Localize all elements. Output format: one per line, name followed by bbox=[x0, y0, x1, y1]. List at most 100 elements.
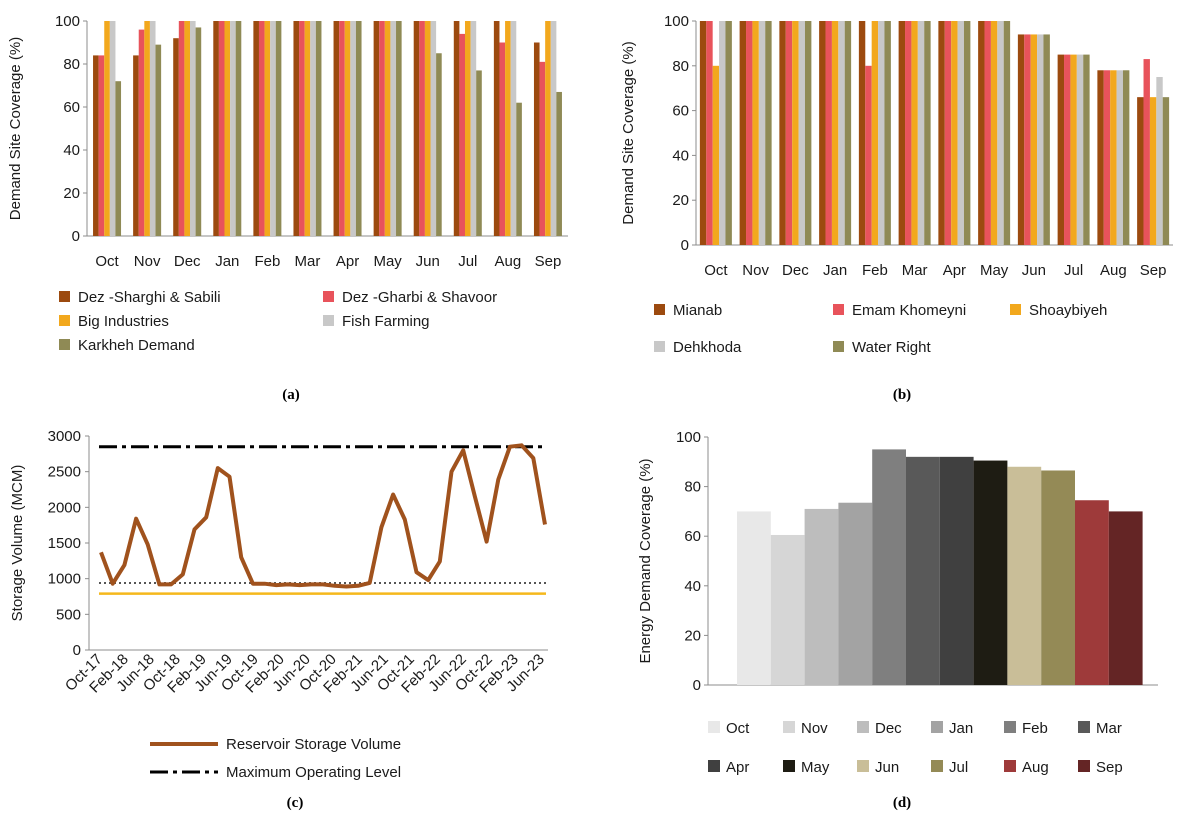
bar-may-series-2 bbox=[990, 21, 998, 245]
bar-oct-series-0 bbox=[93, 55, 99, 237]
legend-swatch-apr bbox=[708, 760, 720, 772]
y-tick-label: 500 bbox=[56, 606, 81, 623]
bar-nov-series-2 bbox=[752, 21, 759, 245]
bar-sep-series-4 bbox=[556, 91, 562, 236]
y-tick-label: 80 bbox=[63, 56, 80, 73]
legend-label-nov: Nov bbox=[801, 720, 828, 737]
bar-dec-series-1 bbox=[178, 21, 185, 236]
bar-may-series-0 bbox=[978, 21, 985, 245]
bar-jun-series-0 bbox=[413, 21, 420, 236]
bar-mar-series-4 bbox=[315, 21, 322, 236]
bar-nov-series-2 bbox=[144, 21, 150, 236]
bar-mar-series-4 bbox=[924, 21, 931, 245]
legend-swatch-jul bbox=[931, 760, 943, 772]
bar-jul-series-2 bbox=[1070, 54, 1077, 245]
bar-aug-series-2 bbox=[1110, 70, 1117, 245]
legend-swatch-2 bbox=[1010, 304, 1021, 315]
x-tick-label: Oct bbox=[704, 262, 728, 279]
bar-may-series-1 bbox=[379, 21, 385, 236]
bar-oct bbox=[737, 511, 771, 685]
bar-jan-series-3 bbox=[838, 21, 845, 245]
bar-jan bbox=[838, 502, 873, 685]
series-reservoir-storage-volume bbox=[99, 443, 547, 589]
x-tick-label: Apr bbox=[943, 262, 966, 279]
bar-feb-series-4 bbox=[275, 21, 282, 236]
legend-label-2: Big Industries bbox=[78, 313, 169, 330]
y-tick-label: 80 bbox=[684, 479, 701, 496]
bar-jul-series-4 bbox=[476, 70, 482, 236]
x-tick-label: Oct bbox=[95, 253, 119, 270]
bar-nov-series-4 bbox=[765, 21, 772, 245]
y-tick-label: 40 bbox=[672, 147, 689, 164]
bar-jan-series-2 bbox=[224, 21, 231, 236]
y-tick-label: 0 bbox=[681, 237, 689, 254]
x-tick-label: Jan bbox=[215, 253, 239, 270]
bar-oct-series-3 bbox=[109, 21, 116, 236]
bar-aug bbox=[1075, 500, 1109, 685]
bar-sep-series-3 bbox=[550, 21, 557, 236]
y-tick-label: 2000 bbox=[48, 499, 81, 516]
bar-sep-series-4 bbox=[1162, 97, 1170, 245]
bar-mar-series-1 bbox=[299, 21, 305, 236]
bar-jul-series-4 bbox=[1083, 54, 1090, 245]
bar-jun-series-2 bbox=[424, 21, 431, 236]
legend-label-aug: Aug bbox=[1022, 759, 1049, 776]
bar-oct-series-2 bbox=[104, 21, 110, 236]
bar-mar-series-2 bbox=[911, 21, 918, 245]
bar-aug-series-3 bbox=[1116, 70, 1123, 245]
legend-label-0: Mianab bbox=[673, 302, 722, 319]
bar-jul-series-1 bbox=[1064, 54, 1071, 245]
x-tick-label: Jul bbox=[458, 253, 477, 270]
legend-swatch-1 bbox=[833, 304, 844, 315]
bar-nov-series-4 bbox=[155, 44, 162, 237]
y-tick-label: 60 bbox=[672, 103, 689, 120]
legend-swatch-4 bbox=[833, 341, 844, 352]
legend-label-1: Dez -Gharbi & Shavoor bbox=[342, 289, 497, 306]
bar-may-series-4 bbox=[396, 21, 402, 236]
y-tick-label: 100 bbox=[664, 13, 689, 30]
bar-dec-series-0 bbox=[173, 38, 179, 237]
y-tick-label: 20 bbox=[684, 627, 701, 644]
bar-sep-series-2 bbox=[545, 21, 551, 236]
bar-dec-series-4 bbox=[804, 21, 812, 245]
x-tick-label: Nov bbox=[742, 262, 769, 279]
y-tick-label: 80 bbox=[672, 58, 689, 75]
bar-oct-series-1 bbox=[706, 21, 713, 245]
bar-may-series-2 bbox=[384, 21, 391, 236]
x-tick-label: Mar bbox=[295, 253, 321, 270]
bar-jun-series-4 bbox=[436, 53, 442, 236]
bar-feb bbox=[872, 449, 906, 685]
x-tick-label: May bbox=[980, 262, 1009, 279]
bar-dec-series-3 bbox=[798, 21, 805, 245]
x-tick-label: Mar bbox=[902, 262, 928, 279]
bar-jan-series-1 bbox=[218, 21, 225, 236]
bar-aug-series-3 bbox=[510, 21, 517, 236]
bar-oct-series-0 bbox=[699, 21, 707, 245]
legend-label-apr: Apr bbox=[726, 759, 749, 776]
bar-aug-series-1 bbox=[1103, 70, 1111, 245]
bar-apr bbox=[939, 456, 974, 685]
y-tick-label: 1500 bbox=[48, 535, 81, 552]
legend-swatch-dec bbox=[857, 721, 869, 733]
legend-swatch-3 bbox=[654, 341, 665, 352]
bar-sep-series-0 bbox=[533, 42, 540, 236]
bar-aug-series-4 bbox=[516, 102, 522, 236]
legend-label-3: Dehkhoda bbox=[673, 339, 742, 356]
y-tick-label: 100 bbox=[55, 13, 80, 30]
bar-jan-series-4 bbox=[235, 21, 242, 236]
bar-nov-series-1 bbox=[138, 29, 145, 236]
legend-swatch-1 bbox=[323, 291, 334, 302]
legend-label-1: Maximum Operating Level bbox=[226, 764, 401, 781]
y-tick-label: 60 bbox=[684, 528, 701, 545]
bar-dec-series-2 bbox=[184, 21, 191, 236]
legend-swatch-may bbox=[783, 760, 795, 772]
bar-jan-series-1 bbox=[825, 21, 832, 245]
y-tick-label: 0 bbox=[72, 228, 80, 245]
bar-may bbox=[973, 460, 1008, 685]
bar-apr-series-4 bbox=[963, 21, 971, 245]
bar-dec-series-4 bbox=[195, 27, 202, 237]
y-tick-label: 2500 bbox=[48, 464, 81, 481]
chart-c: 0 500 1000 1500 2000 2500 3000 Storage Volume (… bbox=[9, 428, 548, 781]
bar-aug-series-0 bbox=[1097, 70, 1104, 245]
